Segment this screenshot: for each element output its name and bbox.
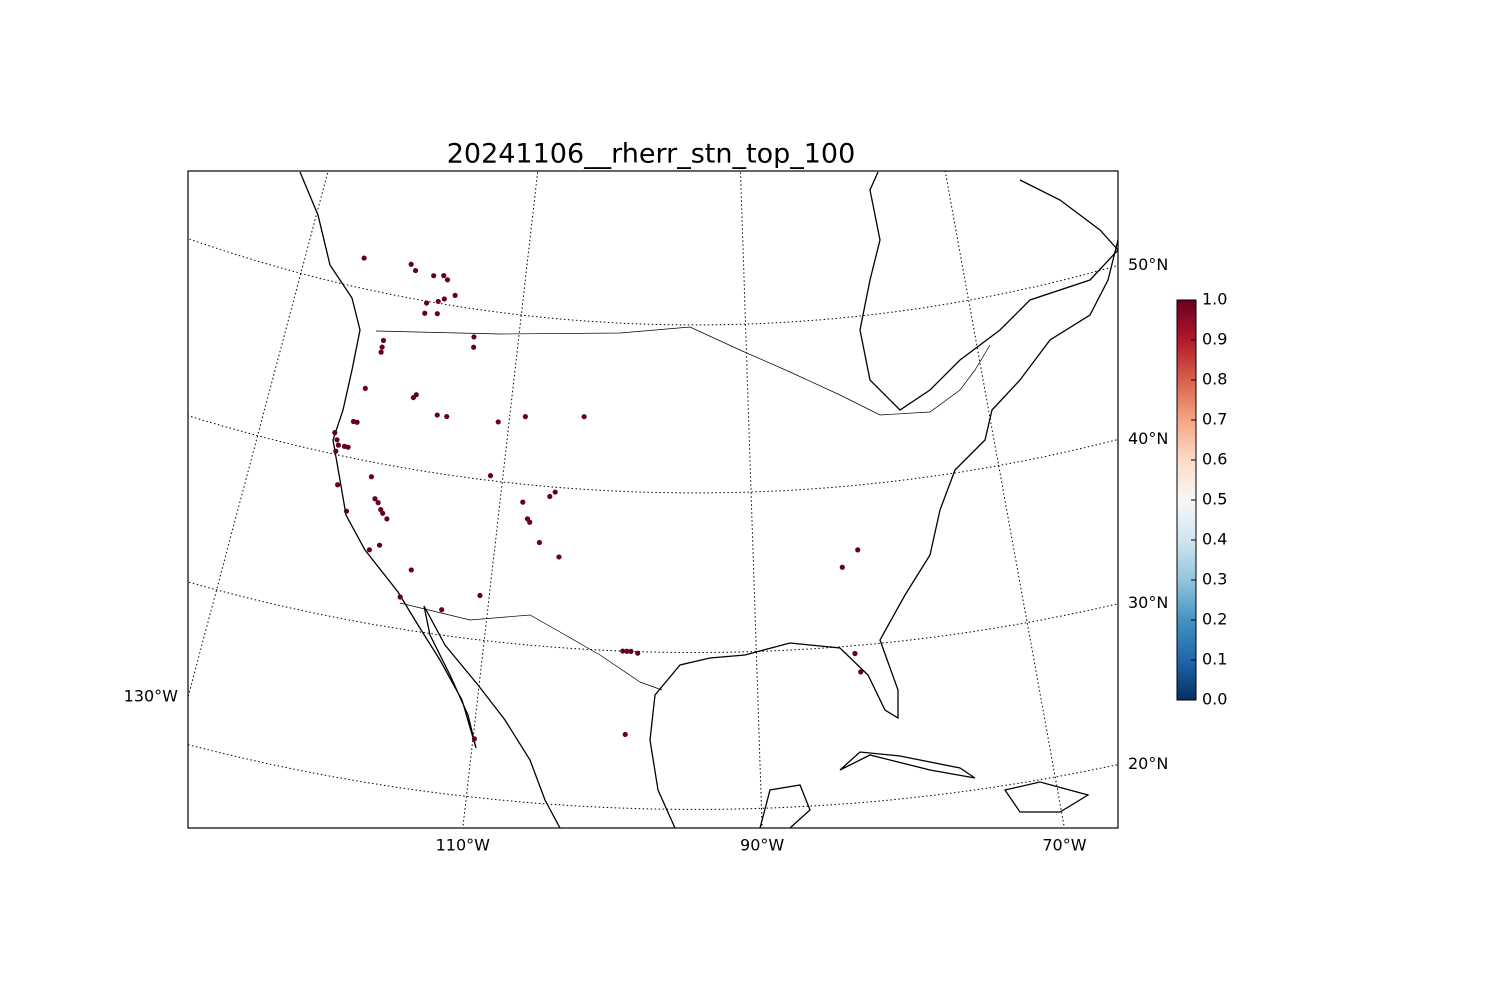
coastline xyxy=(649,239,1118,828)
station-point xyxy=(439,607,445,613)
station-point xyxy=(581,414,587,420)
station-point xyxy=(441,273,447,279)
colorbar-tick-label: 0.4 xyxy=(1202,530,1227,549)
coastline xyxy=(759,171,1118,828)
station-point xyxy=(435,298,441,305)
x-tick-label: 130°W xyxy=(124,687,179,706)
station-point xyxy=(635,650,641,656)
grid-line xyxy=(462,171,539,828)
station-point xyxy=(527,519,533,525)
station-point xyxy=(423,300,430,306)
station-point xyxy=(471,334,477,340)
y-tick-label: 50°N xyxy=(1128,255,1168,274)
station-point xyxy=(397,594,403,600)
station-point xyxy=(362,385,368,392)
station-point xyxy=(552,489,558,495)
colorbar-tick-label: 0.5 xyxy=(1202,490,1227,509)
station-point xyxy=(434,412,440,418)
station-point xyxy=(372,496,378,502)
station-point xyxy=(376,542,383,548)
station-point xyxy=(855,547,861,553)
station-point xyxy=(452,292,458,298)
colorbar-tick-label: 0.3 xyxy=(1202,570,1227,589)
station-point xyxy=(368,474,375,480)
station-point xyxy=(477,592,483,599)
country-border xyxy=(375,326,991,416)
station-point xyxy=(343,508,350,514)
station-point xyxy=(379,344,385,350)
station-point xyxy=(422,310,428,316)
colorbar-tick-label: 0.6 xyxy=(1202,450,1227,469)
station-point xyxy=(624,648,630,654)
coastline xyxy=(299,171,561,828)
station-point xyxy=(444,277,451,283)
grid-line xyxy=(188,238,1118,326)
station-point xyxy=(434,311,440,317)
station-point xyxy=(487,473,494,479)
station-point xyxy=(335,442,342,448)
colorbar-tick-label: 0.7 xyxy=(1202,410,1227,429)
grid-line xyxy=(739,171,763,828)
colorbar-tick-label: 1.0 xyxy=(1202,290,1227,309)
station-point xyxy=(471,344,477,350)
station-point xyxy=(380,510,386,516)
station-point xyxy=(547,493,553,500)
map-frame xyxy=(187,170,1119,829)
station-point xyxy=(334,437,340,443)
station-point xyxy=(366,547,372,553)
station-point xyxy=(412,267,419,274)
x-tick-label: 110°W xyxy=(436,836,491,855)
station-point xyxy=(378,349,384,355)
colorbar-tick-label: 0.8 xyxy=(1202,370,1227,389)
station-point xyxy=(380,337,387,344)
colorbar-tick-label: 0.2 xyxy=(1202,610,1227,629)
station-point xyxy=(333,448,339,454)
grid-line xyxy=(188,744,1118,810)
station-point xyxy=(852,650,858,657)
y-tick-label: 20°N xyxy=(1128,754,1168,773)
station-point xyxy=(375,500,381,506)
grid-line xyxy=(944,171,1065,828)
grid-line xyxy=(188,415,1118,494)
station-point xyxy=(620,648,626,654)
y-tick-label: 30°N xyxy=(1128,593,1168,612)
y-tick-label: 40°N xyxy=(1128,429,1168,448)
station-point xyxy=(622,731,628,738)
station-point xyxy=(332,430,338,436)
station-point xyxy=(522,414,528,420)
station-point xyxy=(441,296,447,302)
colorbar-tick-label: 0.9 xyxy=(1202,330,1227,349)
station-point xyxy=(431,273,437,279)
station-point xyxy=(858,669,864,675)
station-point xyxy=(495,419,501,425)
x-tick-label: 90°W xyxy=(740,836,784,855)
station-point xyxy=(471,736,477,742)
station-point xyxy=(556,554,562,560)
station-point xyxy=(520,499,526,505)
station-point xyxy=(361,255,367,261)
station-point xyxy=(839,564,845,570)
station-point xyxy=(354,419,360,425)
station-point xyxy=(628,648,634,654)
station-point xyxy=(408,567,414,573)
grid-line xyxy=(188,171,329,700)
country-border xyxy=(399,602,663,691)
station-point xyxy=(444,413,450,420)
colorbar-tick-label: 0.1 xyxy=(1202,650,1227,669)
station-point xyxy=(345,444,351,450)
station-point xyxy=(384,516,390,522)
station-point xyxy=(335,482,341,488)
station-point xyxy=(413,392,419,398)
colorbar-tick-label: 0.0 xyxy=(1202,690,1227,709)
x-tick-label: 70°W xyxy=(1042,836,1086,855)
station-point xyxy=(408,261,414,267)
station-point xyxy=(536,539,543,546)
chart-title: 20241106__rherr_stn_top_100 xyxy=(447,139,856,170)
